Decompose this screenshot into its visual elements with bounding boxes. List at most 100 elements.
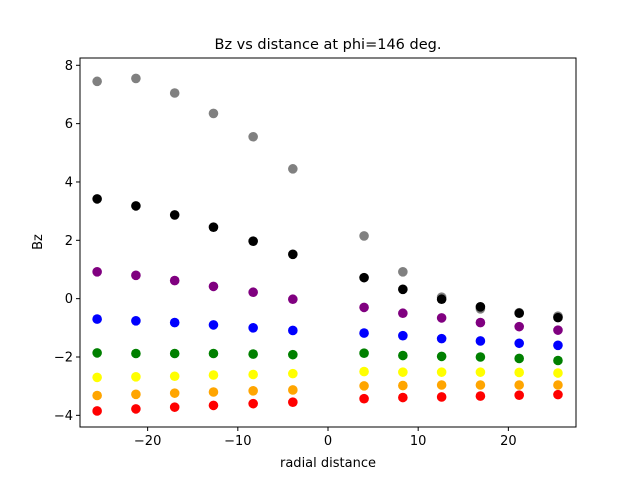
data-point (131, 316, 141, 326)
data-point (436, 392, 447, 402)
data-point (248, 386, 258, 396)
data-point (92, 267, 102, 277)
y-tick-label: 6 (65, 117, 73, 132)
y-tick-label: −4 (54, 409, 73, 424)
data-point (514, 367, 524, 378)
data-point (131, 201, 141, 211)
data-point (398, 367, 408, 377)
data-point (169, 388, 180, 398)
y-tick-label: −2 (54, 350, 73, 365)
data-point (359, 231, 369, 241)
data-point (514, 380, 524, 390)
data-point (475, 336, 486, 346)
data-point (436, 380, 447, 390)
y-axis-label: Bz (31, 234, 46, 250)
data-point (208, 400, 219, 411)
data-point (359, 272, 369, 283)
data-point (288, 397, 298, 408)
data-point (398, 350, 408, 361)
data-point (248, 236, 258, 246)
data-point (169, 371, 180, 382)
data-point (553, 355, 563, 366)
data-point (131, 348, 141, 359)
data-point (398, 330, 408, 341)
x-axis-label: radial distance (280, 456, 376, 471)
data-point (248, 323, 258, 333)
data-point (553, 312, 563, 323)
chart-title: Bz vs distance at phi=146 deg. (215, 37, 442, 53)
data-point (398, 392, 408, 403)
data-point (514, 353, 524, 364)
data-point (288, 325, 298, 336)
data-point (208, 222, 219, 232)
data-point (398, 267, 408, 277)
data-point (398, 284, 408, 295)
data-point (359, 328, 369, 338)
data-point (169, 275, 180, 286)
data-point (131, 372, 141, 382)
data-point (553, 368, 563, 378)
data-point (359, 366, 369, 377)
data-point (288, 368, 298, 379)
data-point (359, 381, 369, 391)
data-point (359, 302, 369, 313)
data-point (208, 320, 219, 330)
data-point (248, 287, 258, 298)
data-point (248, 131, 258, 142)
data-point (288, 294, 298, 305)
data-point (208, 348, 219, 359)
data-point (359, 348, 369, 359)
data-point (248, 369, 258, 380)
y-tick-label: 2 (65, 234, 73, 249)
data-point (92, 76, 102, 87)
x-tick-label: 0 (324, 434, 332, 449)
data-point (359, 393, 369, 404)
data-point (398, 308, 408, 319)
data-point (248, 349, 258, 359)
data-point (169, 317, 180, 328)
x-axis-ticks: −20 −10 0 10 20 (134, 427, 517, 449)
data-point (92, 390, 102, 401)
data-point (553, 380, 563, 390)
data-point (92, 314, 102, 324)
y-tick-label: 8 (65, 59, 73, 74)
x-tick-label: −10 (224, 434, 251, 449)
data-point (131, 389, 141, 400)
data-point (208, 370, 219, 380)
data-point (131, 73, 141, 84)
data-point (475, 380, 486, 390)
data-point (131, 404, 141, 414)
data-point (92, 372, 102, 383)
data-point (475, 317, 486, 328)
data-point (475, 302, 486, 312)
data-point (553, 389, 563, 400)
data-point (475, 352, 486, 362)
data-points (92, 73, 563, 416)
data-point (514, 308, 524, 319)
x-tick-label: −20 (134, 434, 161, 449)
y-tick-label: 0 (65, 292, 73, 307)
data-point (92, 406, 102, 416)
data-point (436, 294, 447, 305)
data-point (436, 313, 447, 323)
data-point (288, 349, 298, 360)
data-point (288, 385, 298, 395)
data-point (475, 367, 486, 377)
data-point (169, 348, 180, 359)
data-point (92, 348, 102, 358)
data-point (436, 367, 447, 377)
data-point (398, 380, 408, 391)
data-point (288, 249, 298, 260)
data-point (208, 387, 219, 397)
x-tick-label: 10 (410, 434, 427, 449)
y-tick-label: 4 (65, 175, 73, 190)
data-point (169, 210, 180, 220)
data-point (288, 164, 298, 174)
data-point (208, 108, 219, 119)
data-point (92, 194, 102, 204)
data-point (208, 281, 219, 292)
x-tick-label: 20 (500, 434, 517, 449)
data-point (248, 398, 258, 409)
data-point (514, 390, 524, 401)
